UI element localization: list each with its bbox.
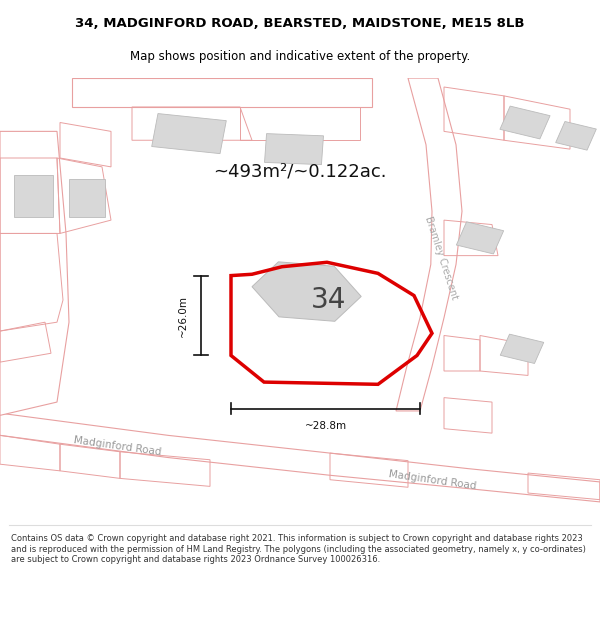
Bar [457, 222, 503, 254]
Bar [265, 134, 323, 164]
Text: Map shows position and indicative extent of the property.: Map shows position and indicative extent… [130, 50, 470, 62]
Text: Madginford Road: Madginford Road [388, 469, 476, 491]
Bar [69, 179, 105, 217]
Text: ~493m²/~0.122ac.: ~493m²/~0.122ac. [213, 162, 387, 180]
Text: Bramley Crescent: Bramley Crescent [423, 215, 459, 301]
Text: Madginford Road: Madginford Road [73, 436, 161, 457]
Bar [500, 106, 550, 139]
Bar [556, 121, 596, 150]
Bar [14, 174, 53, 217]
Polygon shape [72, 78, 372, 107]
Polygon shape [252, 262, 361, 321]
Text: Contains OS data © Crown copyright and database right 2021. This information is : Contains OS data © Crown copyright and d… [11, 534, 586, 564]
Bar [500, 334, 544, 364]
Bar [152, 114, 226, 154]
Text: ~26.0m: ~26.0m [178, 294, 188, 336]
Text: 34, MADGINFORD ROAD, BEARSTED, MAIDSTONE, ME15 8LB: 34, MADGINFORD ROAD, BEARSTED, MAIDSTONE… [75, 17, 525, 30]
Text: ~28.8m: ~28.8m [304, 421, 347, 431]
Polygon shape [396, 78, 462, 411]
Text: 34: 34 [311, 286, 346, 314]
Polygon shape [0, 131, 69, 416]
Polygon shape [0, 413, 600, 502]
